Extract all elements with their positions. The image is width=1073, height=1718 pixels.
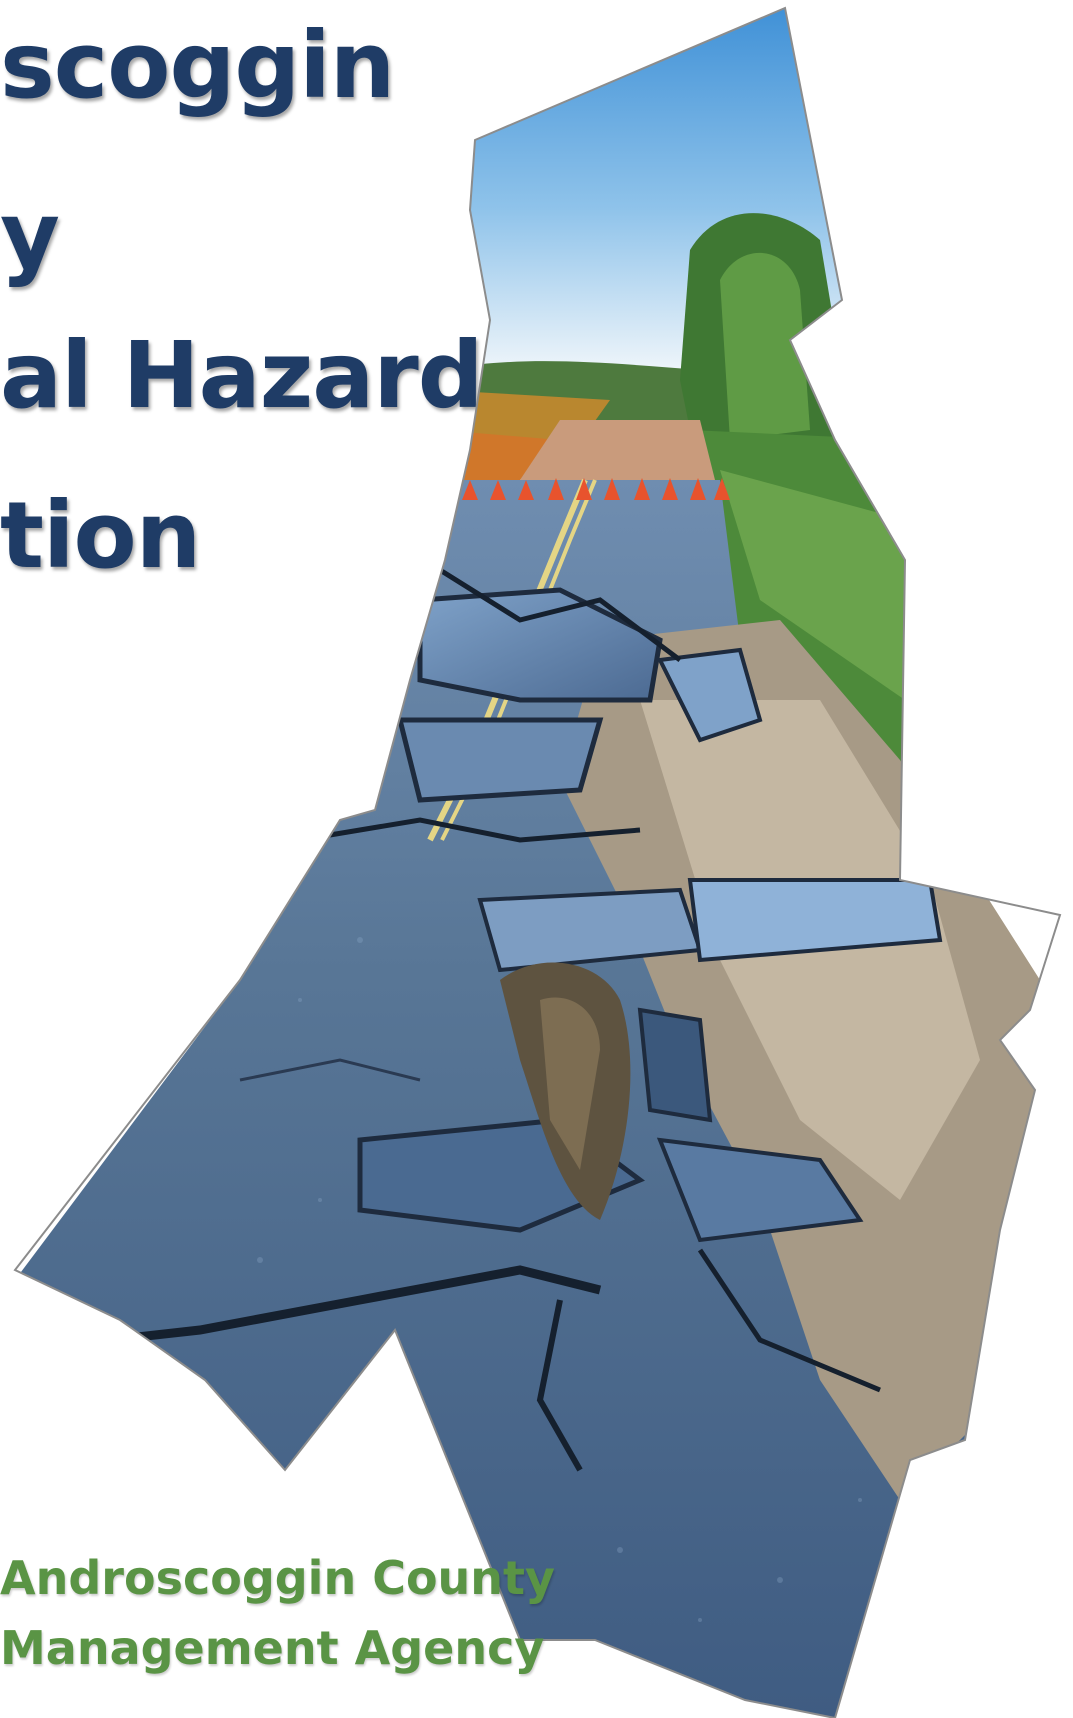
cover-title-line-4: tion [0,482,201,589]
cover-title-line-2: y [0,182,60,289]
cover-title-line-3: al Hazard [0,322,484,429]
traffic-cones [462,478,730,500]
agency-name-line-1: Androscoggin County [0,1551,556,1605]
cover-title-line-1: scoggin [0,12,395,119]
agency-name-line-2: Management Agency [0,1621,545,1675]
